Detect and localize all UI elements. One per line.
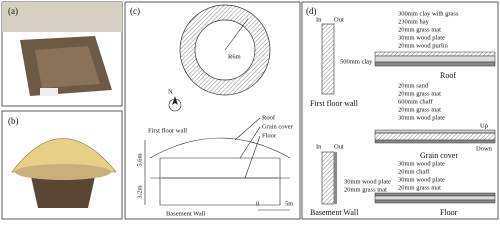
panel-label: (a) — [8, 6, 18, 16]
layer-title: Roof — [440, 71, 456, 80]
north-arrow — [172, 96, 178, 105]
layer-label: 20mm grass mat — [344, 186, 387, 193]
render-frame — [1, 110, 123, 220]
radius-label: R6m — [228, 53, 241, 60]
layer-label: 500mm clay — [340, 58, 373, 65]
wall-label: Basement Wall — [166, 210, 205, 217]
wall-section — [321, 151, 335, 205]
height-label: 3.2m — [136, 185, 143, 198]
layer-title: First floor wall — [310, 99, 359, 108]
layer-band — [374, 132, 496, 141]
layer-label: 20mm grass mat — [398, 90, 441, 97]
photo-wall — [2, 2, 122, 32]
section-walls — [159, 158, 281, 206]
section-label: Roof — [262, 114, 276, 121]
panel-a: (a) — [1, 1, 123, 107]
layer-band — [374, 195, 496, 201]
layer-label: 30mm wood plate — [398, 34, 445, 41]
side-label: In — [316, 143, 322, 150]
wall-label: First floor wall — [148, 127, 187, 134]
render-basement — [30, 172, 96, 208]
page: (a) (b) (c) R6m N 5.6m 3.2m Roof Grain c… — [0, 0, 500, 221]
panel-label: (b) — [8, 116, 19, 126]
side-label: Down — [476, 145, 493, 152]
section-label: Grain cover — [262, 123, 294, 130]
layer-label: 20mm chaff — [398, 168, 430, 175]
panel-label: (c) — [130, 6, 140, 16]
photo-pit-floor — [35, 46, 100, 88]
panel-d: (d) In Out 500mm clay First floor wall 3… — [301, 1, 499, 220]
side-label: In — [316, 16, 322, 23]
radius-line — [224, 18, 249, 51]
layer-title: Floor — [440, 208, 458, 217]
layer-title: Grain cover — [420, 151, 458, 160]
layer-label: 300mm clay with grass — [398, 10, 459, 17]
layer-label: 230mm hay — [398, 18, 430, 25]
north-label: N — [168, 88, 173, 95]
layer-label: 600mm chaff — [398, 98, 434, 105]
photo-sign — [40, 88, 58, 96]
scale-label: 5m — [285, 200, 293, 207]
panel-c: (c) R6m N 5.6m 3.2m Roof Grain cover Flo… — [124, 1, 301, 220]
layer-label: 20mm grass mat — [398, 184, 441, 191]
panel-frame — [301, 1, 499, 220]
render-dome — [11, 138, 117, 173]
layer-label: 20mm sand — [398, 82, 429, 89]
panel-label: (d) — [306, 6, 317, 16]
layer-label: 30mm wood plate — [398, 114, 445, 121]
layer-band — [374, 139, 496, 144]
leader — [234, 117, 261, 141]
layer-band — [374, 199, 496, 204]
section-label: Floor — [262, 132, 277, 139]
layer-label: 20mm wood purlin — [398, 42, 449, 49]
layer-label: 30mm wood plate — [398, 176, 445, 183]
side-label: Up — [480, 122, 488, 129]
leader — [239, 126, 261, 159]
layer-band — [374, 61, 496, 67]
section-roof — [149, 137, 291, 159]
render-floor — [15, 164, 111, 180]
layer-label: 30mm wood plate — [344, 178, 391, 185]
wall-section — [321, 23, 335, 95]
leader — [244, 135, 261, 179]
panel-b: (b) — [1, 110, 123, 220]
layer-label: 20mm grass mat — [398, 26, 441, 33]
figure: (a) (b) (c) R6m N 5.6m 3.2m Roof Grain c… — [1, 1, 499, 220]
layer-label: 30mm wood plate — [398, 160, 445, 167]
layer-label: 20mm grass mat — [398, 106, 441, 113]
panel-frame — [124, 1, 301, 220]
layer-title: Basement Wall — [310, 208, 359, 217]
height-label: 5.6m — [136, 153, 143, 166]
wall-lining — [334, 152, 337, 204]
side-label: Out — [334, 143, 344, 150]
scale-label: 0 — [256, 200, 259, 207]
side-label: Out — [334, 16, 344, 23]
layer-band — [374, 51, 496, 57]
layer-band — [374, 129, 496, 134]
layer-band — [374, 192, 496, 197]
layer-band — [374, 55, 496, 63]
